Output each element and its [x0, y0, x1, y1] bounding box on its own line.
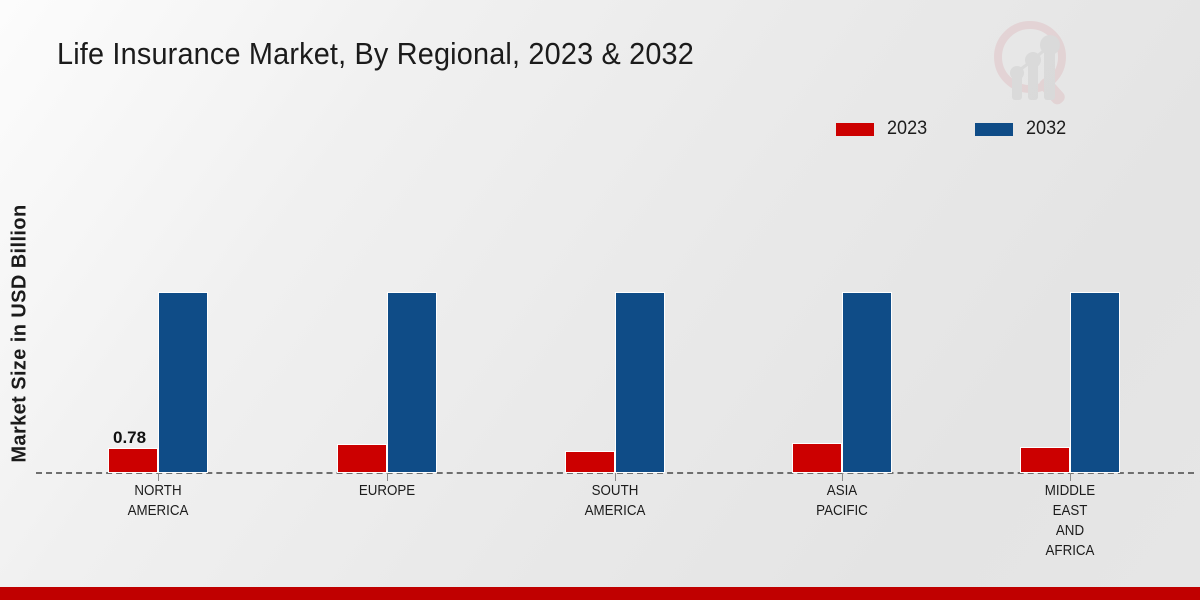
legend-item-2023[interactable]: 2023	[836, 118, 929, 140]
chart-legend: 2023 2032	[836, 118, 1069, 140]
x-label-line: EUROPE	[358, 483, 416, 499]
bar-2032-middle-east-and-africa[interactable]	[1070, 292, 1120, 473]
y-axis-title: Market Size in USD Billion	[8, 204, 31, 463]
x-label-line: SOUTH	[591, 483, 639, 499]
x-label-middle-east-and-africa: MIDDLE EAST AND AFRICA	[978, 481, 1162, 561]
x-label-line: AFRICA	[1045, 543, 1095, 559]
x-label-line: PACIFIC	[816, 503, 868, 519]
bar-2032-asia-pacific[interactable]	[842, 292, 892, 473]
footer-accent-bar	[0, 587, 1200, 600]
bar-group-south-america	[565, 213, 665, 473]
bar-2032-south-america[interactable]	[615, 292, 665, 473]
legend-label-2023: 2023	[887, 118, 928, 139]
x-label-north-america: NORTH AMERICA	[66, 481, 250, 521]
x-tick-asia-pacific	[842, 473, 843, 481]
axis-baseline	[36, 472, 1194, 474]
x-tick-north-america	[158, 473, 159, 481]
legend-swatch-2023	[836, 122, 874, 136]
bar-2032-europe[interactable]	[387, 292, 437, 473]
bar-group-asia-pacific	[792, 213, 892, 473]
bar-group-north-america	[108, 213, 208, 473]
x-label-line: AMERICA	[584, 503, 646, 519]
bar-group-europe	[337, 213, 437, 473]
x-label-line: AMERICA	[127, 503, 189, 519]
chart-title: Life Insurance Market, By Regional, 2023…	[57, 36, 694, 71]
x-label-line: EAST	[1052, 503, 1088, 519]
bar-2023-middle-east-and-africa[interactable]	[1020, 447, 1070, 473]
value-label-north-america-2023: 0.78	[113, 428, 147, 447]
bar-group-middle-east-and-africa	[1020, 213, 1120, 473]
watermark-logo-icon	[985, 14, 1085, 114]
x-label-europe: EUROPE	[295, 481, 479, 501]
bar-2032-north-america[interactable]	[158, 292, 208, 473]
x-tick-europe	[387, 473, 388, 481]
x-label-line: MIDDLE	[1044, 483, 1096, 499]
x-label-line: NORTH	[134, 483, 182, 499]
x-label-asia-pacific: ASIA PACIFIC	[750, 481, 934, 521]
bar-2023-asia-pacific[interactable]	[792, 443, 842, 473]
bar-2023-north-america[interactable]	[108, 448, 158, 473]
legend-label-2032: 2032	[1026, 118, 1067, 139]
bar-2023-europe[interactable]	[337, 444, 387, 473]
legend-item-2032[interactable]: 2032	[975, 118, 1068, 140]
x-label-south-america: SOUTH AMERICA	[523, 481, 707, 521]
legend-swatch-2032	[975, 122, 1014, 136]
x-label-line: ASIA	[826, 483, 858, 499]
x-tick-south-america	[615, 473, 616, 481]
bar-2023-south-america[interactable]	[565, 451, 615, 473]
x-tick-middle-east-and-africa	[1070, 473, 1071, 481]
x-label-line: AND	[1055, 523, 1085, 539]
